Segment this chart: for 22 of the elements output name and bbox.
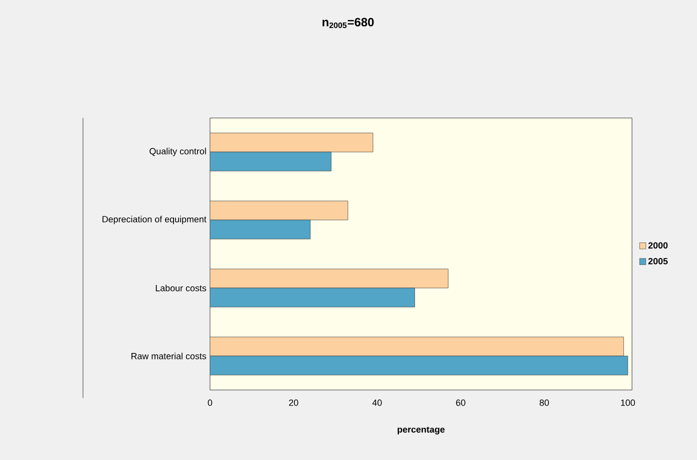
x-tick-label: 0 <box>208 400 212 406</box>
bar <box>210 132 374 152</box>
x-tick-label: 40 <box>372 400 382 406</box>
legend-label: 2000 <box>648 242 668 249</box>
bar <box>210 152 332 172</box>
bar <box>210 288 415 308</box>
y-tick-label: Quality control <box>150 148 206 156</box>
x-axis-title: percentage <box>398 426 445 434</box>
x-tick-label: 20 <box>289 400 298 406</box>
legend-label: 2005 <box>648 258 668 264</box>
x-tick-label: 80 <box>540 400 549 406</box>
bar <box>210 220 310 240</box>
chart-title: n$_{2005}$=680 <box>322 18 374 28</box>
bar <box>210 356 628 376</box>
y-tick-label: Depreciation of equipment <box>102 216 206 224</box>
x-tick-label: 100 <box>621 400 635 406</box>
bar <box>210 200 348 220</box>
y-tick-label: Labour costs <box>156 284 206 292</box>
x-tick-label: 60 <box>456 400 466 406</box>
y-tick-label: Raw material costs <box>131 352 206 360</box>
bar <box>210 268 448 288</box>
bar <box>210 336 624 356</box>
